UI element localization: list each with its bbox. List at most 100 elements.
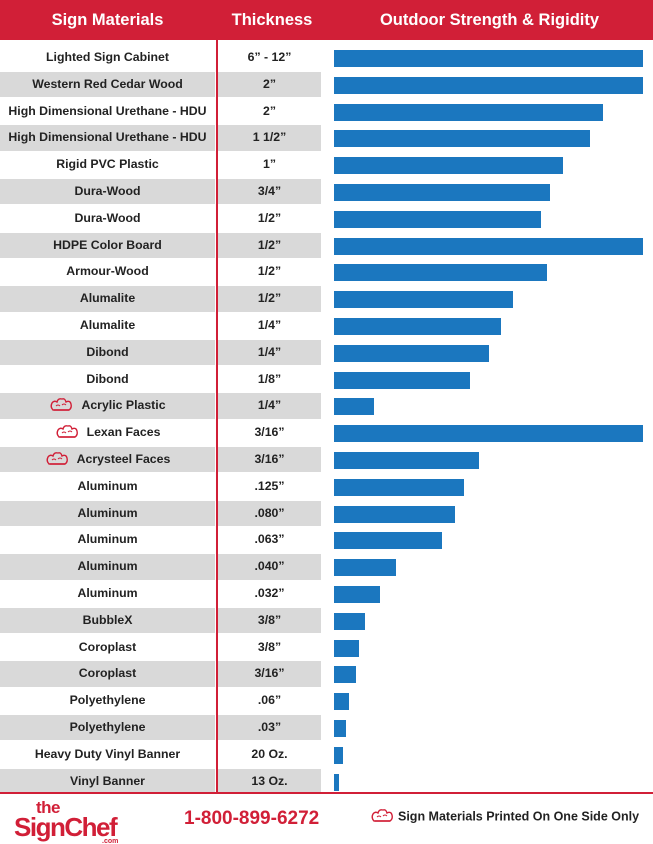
table-row: Aluminum .125”	[0, 473, 653, 500]
materials-table: Lighted Sign Cabinet 6” - 12” Western Red …	[0, 44, 653, 794]
material-name: Aluminum	[77, 585, 138, 600]
material-label: Polyethylene	[0, 714, 215, 741]
table-row: Polyethylene .03”	[0, 714, 653, 741]
table-row: Lighted Sign Cabinet 6” - 12”	[0, 44, 653, 71]
thickness-label: 2”	[263, 103, 276, 118]
strength-bar	[334, 371, 470, 389]
strength-bar	[334, 746, 344, 764]
strength-bar	[334, 612, 365, 630]
chef-hat-icon	[56, 425, 78, 438]
material-label: Lexan Faces	[0, 420, 215, 445]
table-row: Western Red Cedar Wood 2”	[0, 71, 653, 98]
table-row: Heavy Duty Vinyl Banner 20 Oz.	[0, 741, 653, 768]
strength-bar	[334, 264, 548, 282]
strength-bar	[334, 585, 381, 603]
material-label: Alumalite	[0, 286, 215, 312]
strength-bar	[334, 103, 603, 121]
material-label: Rigid PVC Plastic	[0, 152, 215, 177]
material-label: High Dimensional Urethane - HDU	[0, 125, 215, 151]
material-name: Dura-Wood	[74, 183, 141, 198]
one-side-note-text: Sign Materials Printed On One Side Only	[398, 809, 640, 824]
one-side-note: Sign Materials Printed On One Side Only	[370, 809, 639, 825]
table-row: Acrylic Plastic 1/4”	[0, 392, 653, 419]
footer-divider	[0, 792, 653, 794]
material-name: Dibond	[86, 371, 129, 386]
material-label: Dura-Wood	[0, 206, 215, 231]
table-row: Dibond 1/4”	[0, 339, 653, 366]
material-label: HDPE Color Board	[0, 232, 215, 258]
phone-number[interactable]: 1-800-899-6272	[184, 808, 320, 829]
material-label: Dibond	[0, 339, 215, 366]
table-row: Coroplast 3/8”	[0, 634, 653, 661]
material-label: Aluminum	[0, 500, 215, 526]
table-row: Alumalite 1/2”	[0, 285, 653, 312]
thickness-label: 1/2”	[218, 286, 321, 312]
strength-bar	[334, 639, 359, 657]
material-label: Coroplast	[0, 635, 215, 660]
material-label: Heavy Duty Vinyl Banner	[0, 742, 215, 767]
footer: the SignChef .com 1-800-899-6272 Sign Ma…	[0, 794, 653, 844]
strength-bar	[334, 773, 339, 791]
table-row: High Dimensional Urethane - HDU 2”	[0, 98, 653, 125]
table-row: HDPE Color Board 1/2”	[0, 232, 653, 259]
material-name: Alumalite	[79, 317, 136, 332]
table-row: Armour-Wood 1/2”	[0, 258, 653, 285]
thickness-label: .040”	[218, 554, 321, 580]
table-row: Polyethylene .06”	[0, 687, 653, 714]
thickness-label: 13 Oz.	[218, 768, 321, 794]
table-row: Dura-Wood 1/2”	[0, 205, 653, 232]
material-label: Aluminum	[0, 527, 215, 552]
material-name: Vinyl Banner	[70, 773, 145, 788]
table-row: Dibond 1/8”	[0, 366, 653, 393]
table-row: Aluminum .080”	[0, 500, 653, 527]
table-row: Rigid PVC Plastic 1”	[0, 151, 653, 178]
strength-bar	[334, 505, 455, 523]
thickness-label: 1/2”	[257, 264, 282, 279]
thickness-label: 3/16”	[218, 661, 321, 687]
signchef-logo[interactable]: the SignChef .com	[14, 798, 119, 844]
strength-bar	[334, 130, 591, 148]
table-row: Aluminum .032”	[0, 580, 653, 607]
strength-bar	[334, 666, 356, 684]
table-row: BubbleX 3/8”	[0, 607, 653, 634]
material-name: Alumalite	[79, 291, 136, 306]
material-label: Alumalite	[0, 313, 215, 338]
material-label: Acrysteel Faces	[0, 446, 215, 473]
chef-hat-icon	[371, 809, 393, 822]
material-name: Polyethylene	[69, 719, 146, 734]
material-label: Aluminum	[0, 554, 215, 580]
thickness-label: 3/16”	[218, 446, 321, 473]
material-name: Dibond	[86, 344, 129, 359]
thickness-label: .06”	[257, 693, 282, 708]
material-label: Lighted Sign Cabinet	[0, 45, 215, 70]
material-name: Armour-Wood	[66, 264, 149, 279]
table-header: Sign Materials Thickness Outdoor Strengt…	[0, 0, 653, 40]
strength-bar	[334, 210, 542, 228]
material-name: Aluminum	[77, 532, 138, 547]
material-name: Acrylic Plastic	[81, 398, 166, 413]
material-name: Coroplast	[78, 639, 137, 654]
material-name: HDPE Color Board	[53, 237, 162, 252]
material-label: High Dimensional Urethane - HDU	[0, 99, 215, 124]
material-label: Coroplast	[0, 661, 215, 687]
strength-bar	[334, 157, 563, 175]
material-label: Aluminum	[0, 474, 215, 499]
table-row: Aluminum .063”	[0, 526, 653, 553]
strength-bar	[334, 559, 396, 577]
material-name: Acrysteel Faces	[76, 451, 171, 466]
thickness-label: .032”	[254, 585, 285, 600]
material-label: Acrylic Plastic	[0, 393, 215, 419]
material-name: High Dimensional Urethane - HDU	[8, 130, 207, 145]
thickness-label: .080”	[218, 500, 321, 526]
thickness-label: 1 1/2”	[218, 125, 321, 151]
table-row: Coroplast 3/16”	[0, 660, 653, 687]
table-row: Aluminum .040”	[0, 553, 653, 580]
table-row: Lexan Faces 3/16”	[0, 419, 653, 446]
thickness-label: .125”	[254, 478, 285, 493]
thickness-label: .063”	[254, 532, 285, 547]
material-name: BubbleX	[82, 612, 133, 627]
thickness-label: .03”	[218, 714, 321, 741]
strength-bar	[334, 532, 443, 550]
thickness-label: 3/8”	[218, 607, 321, 634]
strength-bar	[334, 719, 347, 737]
